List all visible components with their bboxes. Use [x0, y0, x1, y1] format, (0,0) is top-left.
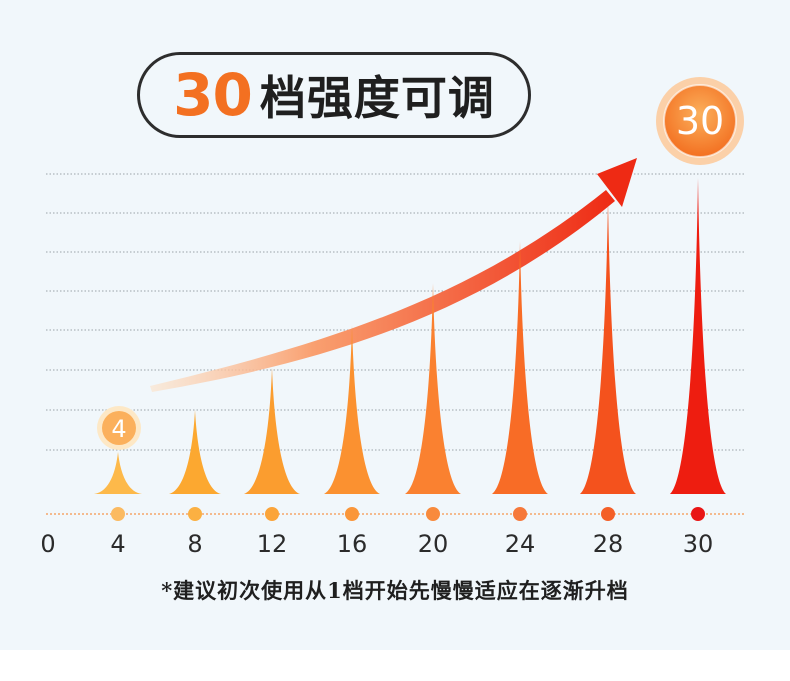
- x-tick-label: 24: [505, 530, 536, 558]
- axis-dot-28: [601, 507, 615, 521]
- axis-dot-12: [265, 507, 279, 521]
- footnote: *建议初次使用从1档开始先慢慢适应在逐渐升档: [161, 578, 629, 603]
- poster: 30 档强度可调 0 4 8 12 16 20 24 28 30 4 30 *建议初次使用从1档开…: [0, 0, 790, 650]
- x-tick-label: 16: [337, 530, 368, 558]
- spike-24: [492, 241, 548, 494]
- spike-marks: [94, 178, 726, 495]
- x-tick-label: 12: [257, 530, 288, 558]
- x-tick-label: 0: [40, 530, 55, 558]
- intensity-chart: 0 4 8 12 16 20 24 28 30 4 30: [40, 77, 744, 558]
- x-tick-label: 4: [110, 530, 125, 558]
- axis-dot-4: [111, 507, 125, 521]
- spike-8: [169, 409, 221, 494]
- start-badge: 4: [97, 406, 141, 450]
- x-tick-label: 8: [187, 530, 202, 558]
- spike-28: [580, 199, 636, 495]
- end-badge-disc: [664, 85, 736, 157]
- axis-dot-8: [188, 507, 202, 521]
- grid-lines: [46, 173, 744, 451]
- growth-arrow: [150, 158, 637, 392]
- axis-dot-30: [691, 507, 705, 521]
- title-pill: 30 档强度可调: [137, 52, 531, 138]
- x-tick-label: 28: [593, 530, 624, 558]
- axis-dot-16: [345, 507, 359, 521]
- x-tick-label: 20: [418, 530, 449, 558]
- spike-16: [324, 325, 380, 494]
- growth-arrow-head: [597, 158, 637, 207]
- start-badge-disc: [102, 411, 136, 445]
- end-badge-ring: [663, 84, 737, 158]
- spike-4: [94, 451, 142, 494]
- title-text: 档强度可调: [259, 71, 495, 125]
- x-tick-label: 30: [683, 530, 714, 558]
- spike-30: [670, 178, 726, 494]
- end-badge-label: 30: [676, 99, 724, 143]
- x-axis: 0 4 8 12 16 20 24 28 30: [40, 507, 744, 558]
- start-badge-label: 4: [111, 415, 126, 443]
- axis-dot-24: [513, 507, 527, 521]
- spike-20: [405, 283, 461, 494]
- axis-dot-20: [426, 507, 440, 521]
- badges: 4 30: [97, 77, 744, 450]
- end-badge: 30: [656, 77, 744, 165]
- spike-12: [244, 367, 300, 494]
- title-number: 30: [173, 61, 253, 129]
